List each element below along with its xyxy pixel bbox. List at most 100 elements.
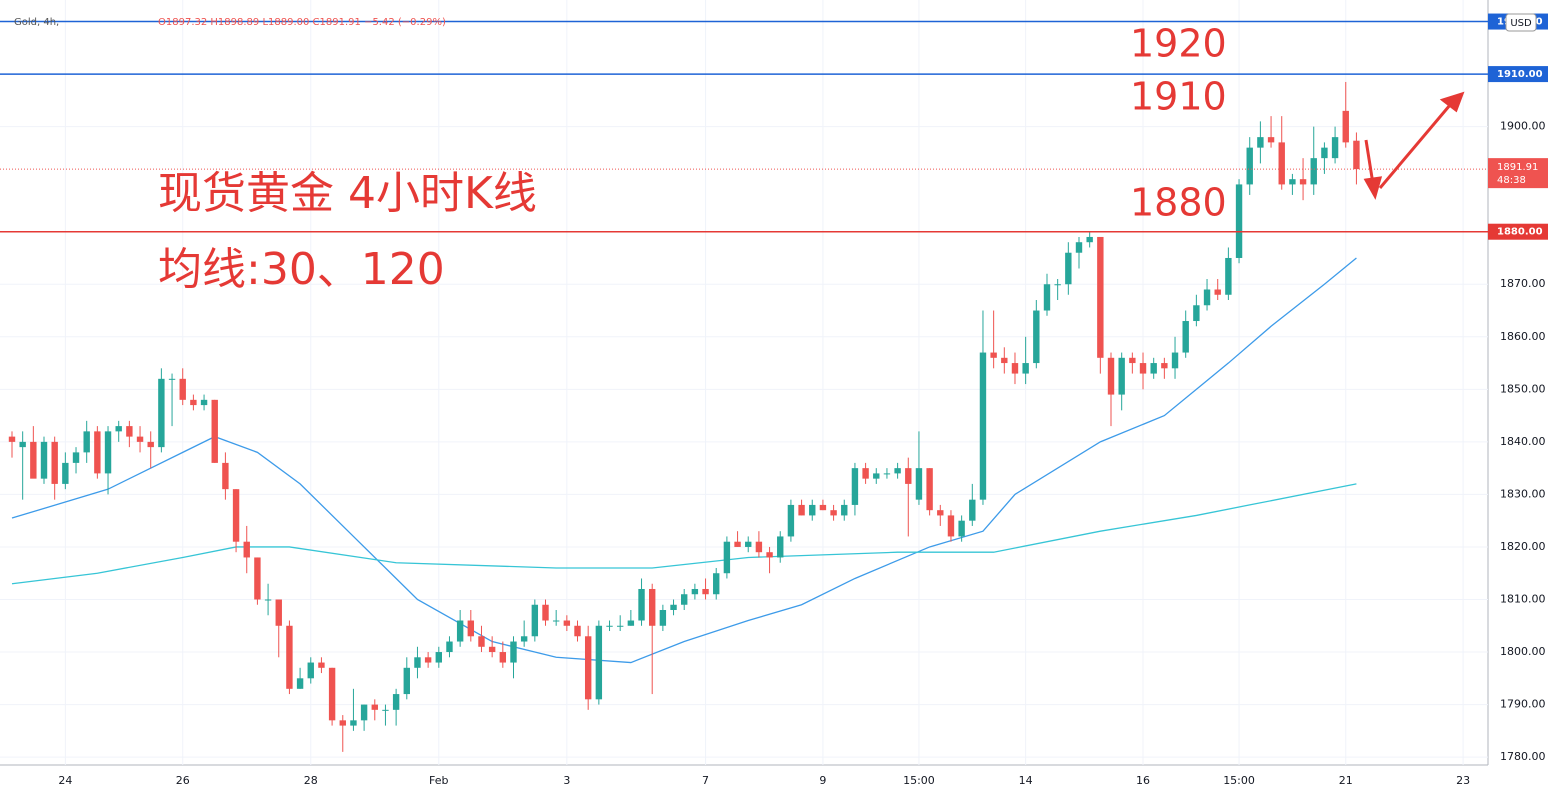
candle-body — [1161, 363, 1168, 369]
candle-body — [990, 352, 997, 358]
candle-body — [563, 620, 571, 626]
candle-body — [1342, 110, 1349, 143]
candle-body — [745, 541, 752, 547]
x-tick-label: 16 — [1136, 774, 1150, 787]
candle-body — [606, 625, 613, 627]
candle-body — [841, 504, 848, 516]
candle-body — [681, 594, 688, 605]
candle-body — [456, 620, 464, 642]
candle-body — [1278, 142, 1285, 185]
candle-body — [552, 620, 560, 622]
candle-body — [766, 552, 773, 558]
currency-box — [1505, 13, 1537, 32]
x-tick-label: 21 — [1339, 774, 1353, 787]
ma-line — [11, 483, 1357, 585]
candle-body — [937, 510, 944, 516]
candle-body — [1182, 321, 1189, 353]
candle-body — [275, 599, 282, 626]
candle-body — [1011, 363, 1019, 374]
candle-body — [1289, 179, 1296, 185]
candle-body — [830, 510, 837, 516]
candle-body — [926, 468, 933, 511]
y-tick-label: 1860.00 — [1500, 330, 1546, 343]
candle-body — [264, 599, 272, 601]
candle-body — [1267, 137, 1275, 143]
candle-body — [243, 541, 250, 558]
candle-body — [627, 620, 635, 626]
candle-body — [211, 399, 218, 463]
candle-body — [883, 473, 891, 475]
y-tick-label: 1870.00 — [1500, 277, 1546, 290]
last-price-label: 1891.91 — [1497, 162, 1538, 173]
candle-body — [254, 557, 261, 600]
candle-body — [435, 652, 442, 663]
candle-body — [94, 431, 101, 474]
x-tick-label: 3 — [563, 774, 570, 787]
countdown-label: 48:38 — [1497, 175, 1526, 186]
candle-body — [1214, 289, 1221, 295]
candle-body — [1299, 179, 1307, 185]
candle-body — [819, 504, 827, 511]
candle-body — [30, 441, 37, 479]
annotation-subtitle: 均线:30、120 — [158, 244, 445, 295]
candle-body — [777, 536, 784, 558]
candle-body — [1225, 257, 1232, 295]
candle-body — [1107, 357, 1115, 395]
candle-body — [1054, 284, 1061, 286]
candle-body — [862, 468, 869, 479]
x-tick-label: 26 — [176, 774, 190, 787]
candle-body — [403, 667, 410, 695]
candle-body — [1129, 357, 1136, 364]
candle-body — [1246, 147, 1253, 185]
level-label-box — [1488, 66, 1548, 83]
level-label: 1910.00 — [1497, 69, 1543, 80]
candle-body — [286, 625, 293, 689]
x-tick-label: 24 — [58, 774, 72, 787]
candle-body — [392, 694, 400, 710]
candle-body — [574, 625, 581, 637]
candle-body — [488, 646, 496, 653]
x-tick-label: 28 — [304, 774, 318, 787]
candle-body — [713, 573, 720, 595]
candle-body — [414, 657, 421, 668]
candle-body — [499, 652, 507, 663]
y-tick-label: 1810.00 — [1500, 592, 1546, 605]
x-tick-label: 15:00 — [1223, 774, 1255, 787]
y-tick-label: 1850.00 — [1500, 382, 1546, 395]
candle-body — [798, 504, 805, 516]
candle-body — [894, 468, 901, 474]
candle-body — [1001, 357, 1008, 364]
candle-body — [809, 504, 816, 516]
candle-body — [350, 720, 357, 726]
candle-body — [1022, 363, 1029, 374]
candle-body — [19, 441, 26, 448]
candle-body — [179, 378, 186, 400]
annotation-title: 现货黄金 4小时K线 — [158, 168, 537, 219]
candle-body — [595, 625, 603, 700]
candle-body — [1235, 184, 1243, 258]
y-tick-label: 1820.00 — [1500, 540, 1546, 553]
candle-body — [958, 520, 965, 537]
candle-body — [542, 604, 549, 621]
candle-body — [734, 541, 741, 547]
y-tick-label: 1780.00 — [1500, 750, 1546, 763]
ohlc-legend: O1897.32 H1898.89 L1889.00 C1891.91 −5.4… — [158, 17, 446, 28]
candle-body — [8, 436, 16, 442]
candle-body — [1139, 363, 1147, 374]
candle-body — [72, 452, 80, 463]
candle-body — [371, 704, 378, 710]
candle-body — [520, 636, 528, 642]
candle-body — [905, 468, 912, 484]
last-price-box — [1488, 158, 1548, 189]
candle-body — [1193, 305, 1200, 322]
candle-body — [40, 441, 48, 479]
candle-body — [200, 399, 208, 406]
candle-body — [1033, 310, 1040, 364]
annotation-1920: 1920 — [1130, 22, 1227, 66]
arrow-head — [1363, 176, 1383, 200]
candle-body — [1118, 357, 1125, 395]
candle-body — [755, 541, 763, 553]
